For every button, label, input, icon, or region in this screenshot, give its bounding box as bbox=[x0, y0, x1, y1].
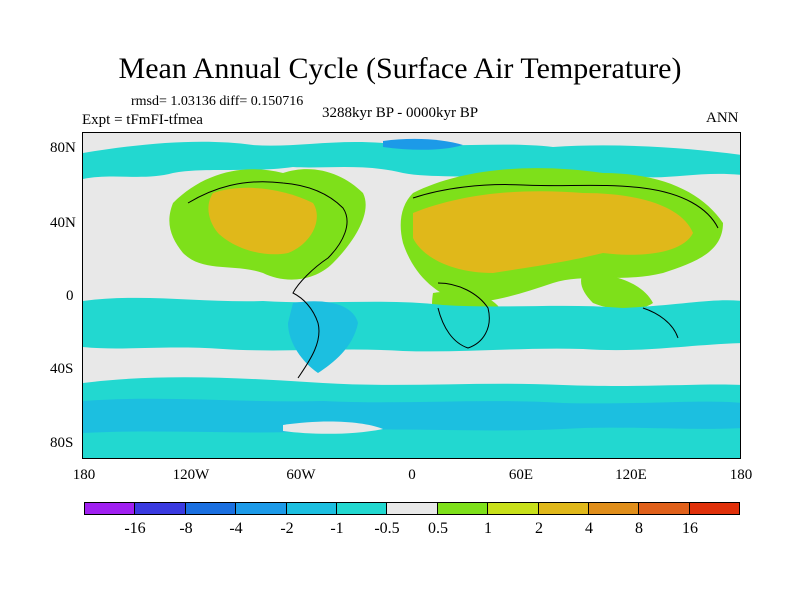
north-america-hot bbox=[208, 187, 317, 255]
colorbar-swatch-4 bbox=[286, 503, 337, 514]
colorbar-label-neg1: -1 bbox=[330, 520, 344, 537]
coastline bbox=[187, 181, 719, 379]
colorbar-label-neg16: -16 bbox=[124, 520, 146, 537]
period-label: 3288kyr BP - 0000kyr BP bbox=[322, 105, 479, 121]
antarctic-neutral bbox=[283, 421, 383, 434]
colorbar-label-0-5: 0.5 bbox=[428, 520, 448, 537]
tropical-cool-band bbox=[83, 297, 740, 352]
colorbar-swatch-3 bbox=[236, 503, 287, 514]
colorbar-label-16: 16 bbox=[682, 520, 698, 537]
colorbar-label-2: 2 bbox=[535, 520, 543, 537]
map-svg bbox=[83, 133, 740, 458]
lat-label-80n: 80N bbox=[50, 140, 76, 156]
colorbar-swatch-6 bbox=[387, 503, 438, 514]
colorbar-swatch-2 bbox=[185, 503, 237, 514]
colorbar-swatch-9 bbox=[538, 503, 589, 514]
chart-title: Mean Annual Cycle (Surface Air Temperatu… bbox=[118, 52, 682, 85]
colorbar-label-neg8: -8 bbox=[179, 520, 193, 537]
lon-label-120w: 120W bbox=[172, 467, 210, 483]
colorbar-label-neg2: -2 bbox=[280, 520, 294, 537]
lon-label-60e: 60E bbox=[508, 467, 534, 483]
colorbar-label-neg4: -4 bbox=[229, 520, 243, 537]
lat-label-0: 0 bbox=[66, 288, 74, 304]
colorbar-swatch-12 bbox=[689, 503, 740, 514]
south-america-cool bbox=[288, 301, 358, 373]
temperature-map bbox=[82, 132, 741, 459]
se-asia-warm bbox=[581, 273, 653, 310]
lon-label-60w: 60W bbox=[286, 467, 316, 483]
colorbar-label-4: 4 bbox=[585, 520, 593, 537]
lon-label-120e: 120E bbox=[615, 467, 647, 483]
colorbar-swatch-5 bbox=[336, 503, 388, 514]
lon-label-180w: 180 bbox=[72, 467, 96, 483]
stats-text: rmsd= 1.03136 diff= 0.150716 bbox=[131, 94, 304, 109]
colorbar-label-8: 8 bbox=[635, 520, 643, 537]
experiment-label: Expt = tFmFI-tfmea bbox=[82, 112, 203, 128]
colorbar-swatch-7 bbox=[437, 503, 489, 514]
colorbar-swatch-0 bbox=[85, 503, 136, 514]
colorbar bbox=[84, 502, 740, 515]
eurasia-hot bbox=[413, 191, 693, 273]
season-label: ANN bbox=[706, 110, 739, 126]
lat-label-80s: 80S bbox=[50, 435, 74, 451]
lon-label-180e: 180 bbox=[729, 467, 753, 483]
colorbar-label-neg0-5: -0.5 bbox=[374, 520, 400, 537]
southern-ocean-mid bbox=[83, 398, 740, 433]
colorbar-swatch-1 bbox=[135, 503, 186, 514]
lat-label-40n: 40N bbox=[50, 215, 76, 231]
colorbar-swatch-8 bbox=[488, 503, 539, 514]
lon-label-0: 0 bbox=[408, 467, 416, 483]
arctic-deep-patch bbox=[383, 138, 463, 150]
colorbar-label-1: 1 bbox=[484, 520, 492, 537]
colorbar-swatch-10 bbox=[588, 503, 640, 514]
lat-label-40s: 40S bbox=[50, 361, 74, 377]
colorbar-swatch-11 bbox=[639, 503, 690, 514]
